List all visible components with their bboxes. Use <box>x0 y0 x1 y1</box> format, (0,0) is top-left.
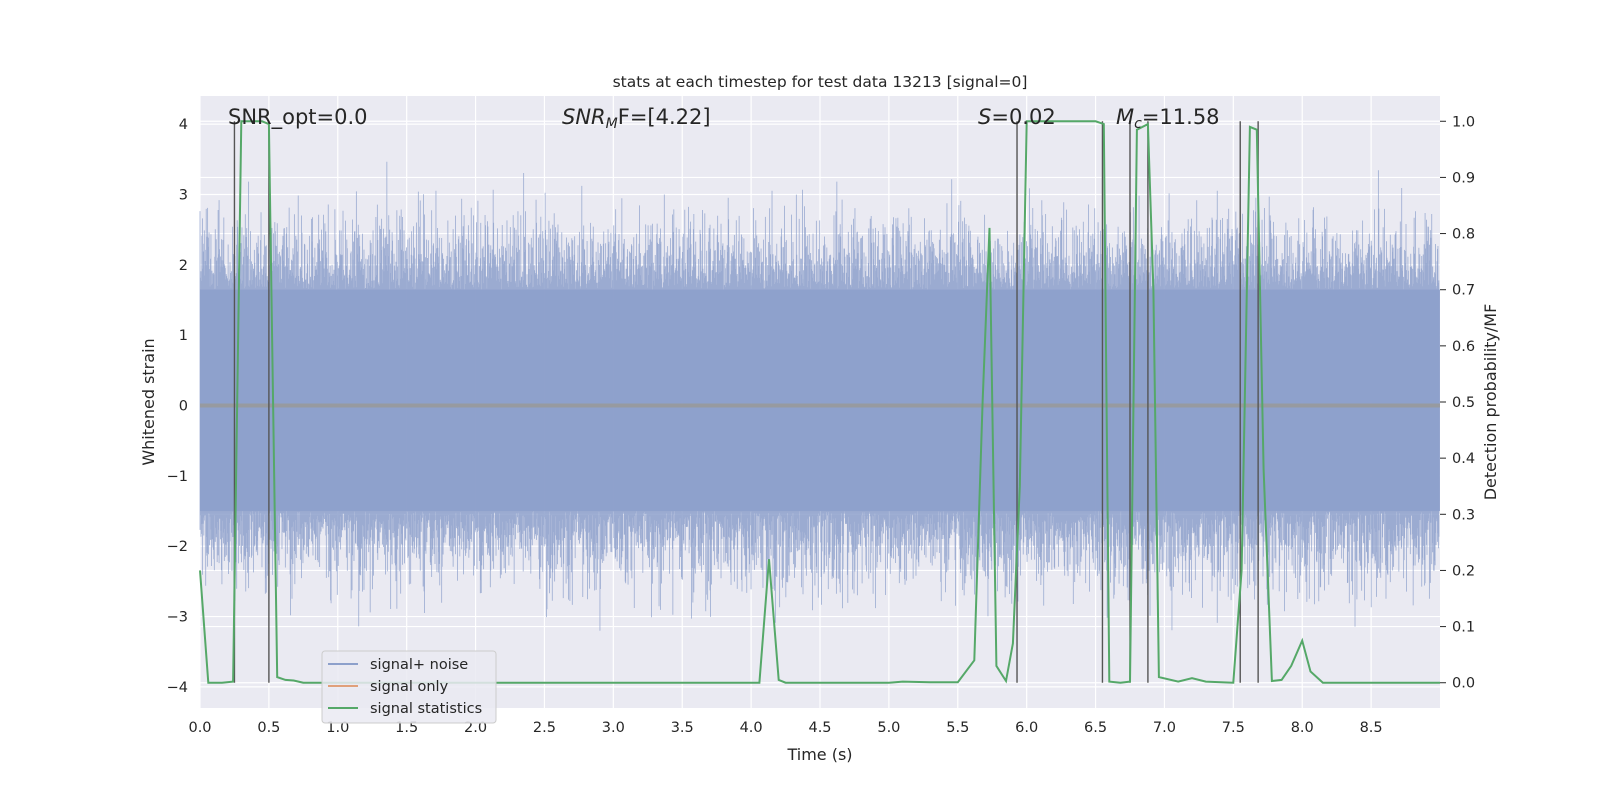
annotation-s: S=0.02 <box>978 105 1056 129</box>
x-tick-label: 5.5 <box>946 720 969 736</box>
x-tick-label: 1.5 <box>395 720 418 736</box>
x-tick-label: 1.0 <box>326 720 349 736</box>
legend-label-signal-only: signal only <box>370 679 449 695</box>
y-left-tick-label: −3 <box>167 610 188 626</box>
y-left-tick-label: −4 <box>167 680 188 696</box>
x-tick-label: 3.5 <box>671 720 694 736</box>
x-tick-label: 0.0 <box>188 720 211 736</box>
y-right-tick-label: 0.9 <box>1452 170 1475 186</box>
y-right-tick-label: 0.3 <box>1452 507 1475 523</box>
x-tick-label: 6.5 <box>1084 720 1107 736</box>
y-left-tick-label: −1 <box>167 469 188 485</box>
legend: signal+ noise signal only signal statist… <box>321 650 497 724</box>
x-tick-label: 3.0 <box>602 720 625 736</box>
y-left-tick-label: 1 <box>179 328 188 344</box>
annotation-snr-mf: SNRMF=[4.22] <box>562 105 711 132</box>
annotation-mc-symbol: M <box>1116 105 1134 129</box>
x-tick-label: 4.5 <box>808 720 831 736</box>
x-tick-label: 8.5 <box>1360 720 1383 736</box>
x-tick-label: 0.5 <box>257 720 280 736</box>
y-right-tick-label: 0.1 <box>1452 620 1475 636</box>
x-tick-label: 4.0 <box>740 720 763 736</box>
chart-title: stats at each timestep for test data 132… <box>613 73 1028 91</box>
x-tick-label: 7.0 <box>1153 720 1176 736</box>
x-tick-label: 8.0 <box>1291 720 1314 736</box>
y-right-tick-label: 0.0 <box>1452 676 1475 692</box>
x-tick-label: 6.0 <box>1015 720 1038 736</box>
annotation-snr-mf-symbol: SNR <box>562 105 606 129</box>
y-right-tick-label: 0.4 <box>1452 451 1475 467</box>
y-axis-left-label: Whitened strain <box>139 338 158 465</box>
annotation-snr-opt: SNR_opt=0.0 <box>228 105 368 130</box>
annotation-snr-mf-value: F=[4.22] <box>618 105 711 129</box>
signal-statistics-series <box>199 120 1440 684</box>
x-tick-label: 2.0 <box>464 720 487 736</box>
y-right-tick-label: 0.6 <box>1452 339 1475 355</box>
y-left-tick-label: −2 <box>167 539 188 555</box>
y-right-tick-label: 1.0 <box>1452 114 1475 130</box>
noise-core-band <box>200 289 1440 512</box>
annotation-mc-value: =11.58 <box>1142 105 1220 129</box>
x-axis-label: Time (s) <box>786 745 852 764</box>
x-tick-label: 2.5 <box>533 720 556 736</box>
signal-noise-series <box>199 161 1440 631</box>
annotation-mc-subscript: c <box>1134 116 1142 132</box>
x-tick-label: 7.5 <box>1222 720 1245 736</box>
legend-box <box>321 650 497 724</box>
legend-label-signal-noise: signal+ noise <box>370 657 468 673</box>
annotation-mc: Mc=11.58 <box>1116 105 1220 132</box>
y-axis-right-ticks: 1.0 0.9 0.8 0.7 0.6 0.5 0.4 0.3 0.2 0.1 0.0 <box>1440 114 1475 692</box>
y-left-tick-label: 2 <box>179 258 188 274</box>
y-left-tick-label: 0 <box>179 399 188 415</box>
annotation-snr-mf-subscript: M <box>606 116 618 132</box>
x-axis-ticks: 0.0 0.5 1.0 1.5 2.0 2.5 3.0 3.5 4.0 4.5 5.0 5.5 6.0 6… <box>188 720 1382 736</box>
y-axis-left-ticks: 4 3 2 1 0 −1 −2 −3 −4 <box>167 117 188 696</box>
annotation-s-value: =0.02 <box>991 105 1055 129</box>
y-left-tick-label: 3 <box>179 187 188 203</box>
y-right-tick-label: 0.8 <box>1452 227 1475 243</box>
y-right-tick-label: 0.5 <box>1452 395 1475 411</box>
y-right-tick-label: 0.7 <box>1452 283 1475 299</box>
x-tick-label: 5.0 <box>877 720 900 736</box>
legend-label-signal-statistics: signal statistics <box>370 701 482 717</box>
annotation-s-symbol: S <box>978 105 991 129</box>
y-axis-right-label: Detection probability/MF <box>1481 304 1500 501</box>
y-left-tick-label: 4 <box>179 117 188 133</box>
y-right-tick-label: 0.2 <box>1452 563 1475 579</box>
